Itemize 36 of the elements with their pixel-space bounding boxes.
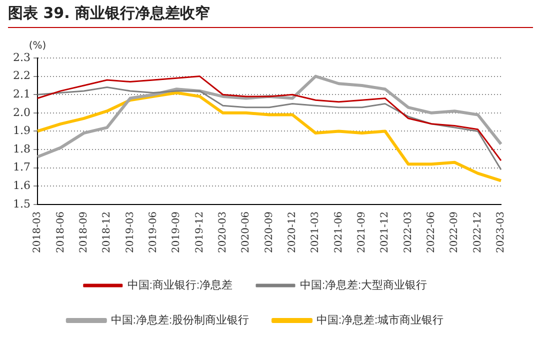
x-tick-label: 2019-06 <box>148 211 159 254</box>
x-tick-label: 2022-12 <box>472 211 484 254</box>
x-tick-label: 2021-06 <box>333 211 344 254</box>
y-tick-label: 1.8 <box>12 142 30 156</box>
y-tick-label: 1.9 <box>12 124 30 138</box>
y-tick-label: 2.1 <box>12 87 30 100</box>
y-tick-label: 2.3 <box>12 50 30 64</box>
y-tick-label: 1.6 <box>12 179 30 192</box>
x-tick-label: 2022-03 <box>402 211 414 254</box>
x-tick-label: 2022-06 <box>426 211 438 254</box>
x-tick-label: 2019-09 <box>171 211 182 254</box>
legend-label: 中国:净息差:大型商业银行 <box>300 278 428 292</box>
legend-label: 中国:净息差:城市商业银行 <box>316 314 444 327</box>
x-tick-label: 2021-09 <box>356 211 368 254</box>
x-tick-label: 2018-12 <box>102 211 113 254</box>
x-tick-label: 2019-03 <box>124 211 136 254</box>
y-tick-label: 2.0 <box>12 106 30 119</box>
y-tick-label: 1.5 <box>12 197 30 210</box>
x-tick-label: 2023-03 <box>496 211 507 254</box>
y-tick-label: 2.2 <box>12 69 30 82</box>
x-tick-label: 2018-03 <box>32 211 44 254</box>
chart-title: 图表 39. 商业银行净息差收窄 <box>8 4 210 23</box>
x-tick-label: 2018-06 <box>55 211 66 254</box>
legend-label: 中国:净息差:股份制商业银行 <box>110 314 250 327</box>
x-tick-label: 2019-12 <box>194 211 206 254</box>
x-tick-label: 2021-12 <box>380 211 391 254</box>
x-tick-label: 2020-06 <box>240 211 252 254</box>
x-tick-label: 2020-12 <box>287 211 298 254</box>
y-tick-label: 1.7 <box>12 160 30 174</box>
x-tick-label: 2020-09 <box>264 211 275 254</box>
y-axis-title: (%) <box>28 40 46 52</box>
x-tick-label: 2022-09 <box>449 211 460 254</box>
x-tick-label: 2021-03 <box>310 211 322 254</box>
x-tick-label: 2018-09 <box>78 211 90 254</box>
legend-label: 中国:商业银行:净息差 <box>127 278 233 292</box>
x-tick-label: 2020-03 <box>217 211 228 254</box>
